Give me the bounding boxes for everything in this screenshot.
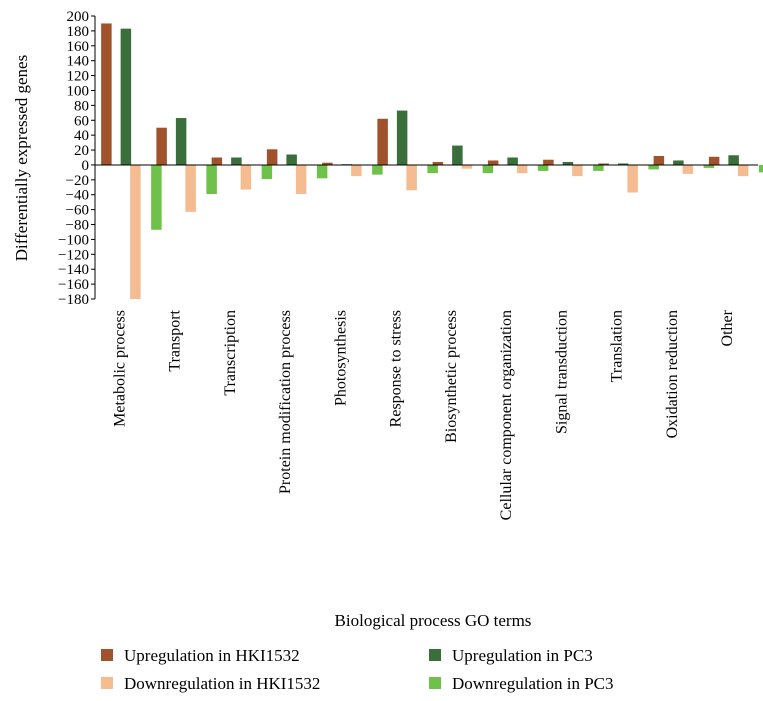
bar-upregulation-in-pc3-other — [728, 155, 739, 165]
y-tick-label: 60 — [74, 113, 89, 129]
bar-downregulation-in-hki1532-biosynthetic-process — [461, 164, 473, 169]
bar-upregulation-in-pc3-transport — [175, 118, 187, 165]
category-label-response-to-stress: Response to stress — [388, 310, 405, 427]
y-tick-label: −180 — [58, 292, 89, 308]
bar-downregulation-in-pc3-response-to-stress — [427, 164, 438, 174]
bar-upregulation-in-hki1532-biosynthetic-process — [432, 161, 444, 165]
bar-downregulation-in-pc3-protein-modification-process — [316, 164, 328, 179]
bar-downregulation-in-pc3-photosynthesis — [372, 164, 383, 175]
bar-upregulation-in-pc3-biosynthetic-process — [452, 145, 463, 165]
bar-upregulation-in-hki1532-protein-modification-process — [266, 149, 278, 165]
y-tick-label: −120 — [58, 247, 89, 263]
bar-upregulation-in-pc3-oxidation-reduction — [673, 160, 684, 165]
bar-downregulation-in-hki1532-transcription — [240, 164, 252, 190]
bar-downregulation-in-hki1532-response-to-stress — [406, 164, 417, 191]
category-label-signal-transduction: Signal transduction — [553, 310, 570, 434]
category-label-protein-modification-process: Protein modification process — [277, 310, 294, 494]
bar-upregulation-in-pc3-protein-modification-process — [286, 154, 297, 165]
bar-upregulation-in-hki1532-translation — [598, 163, 609, 165]
bar-downregulation-in-hki1532-transport — [185, 164, 196, 212]
category-label-other: Other — [719, 309, 736, 346]
category-label-cellular-component-organization: Cellular component organization — [498, 310, 515, 520]
bar-downregulation-in-pc3-transport — [206, 164, 217, 194]
bar-upregulation-in-hki1532-cellular-component-organization — [487, 160, 499, 165]
y-tick-label: 40 — [74, 128, 89, 144]
bar-downregulation-in-pc3-other — [758, 164, 763, 173]
category-label-transport: Transport — [167, 309, 184, 371]
y-tick-label: 80 — [74, 98, 89, 114]
bar-downregulation-in-pc3-cellular-component-organization — [537, 164, 549, 171]
category-label-metabolic-process: Metabolic process — [111, 310, 128, 427]
legend-item-upregulation-in-hki1532: Upregulation in HKI1532 — [101, 646, 300, 665]
bar-downregulation-in-pc3-biosynthetic-process — [482, 164, 494, 174]
y-tick-label: −40 — [66, 188, 89, 204]
bar-downregulation-in-hki1532-oxidation-reduction — [682, 164, 694, 174]
bar-upregulation-in-hki1532-oxidation-reduction — [653, 156, 665, 165]
legend-label: Upregulation in PC3 — [452, 646, 593, 665]
y-tick-label: 100 — [67, 83, 90, 99]
bar-downregulation-in-pc3-metabolic-process — [151, 164, 162, 230]
bar-downregulation-in-hki1532-metabolic-process — [130, 164, 141, 299]
y-tick-label: −140 — [58, 262, 89, 278]
y-tick-label: −100 — [58, 232, 89, 248]
bar-upregulation-in-hki1532-signal-transduction — [543, 159, 554, 165]
y-tick-label: 120 — [67, 69, 90, 85]
category-label-translation: Translation — [609, 310, 626, 382]
y-tick-label: −20 — [66, 173, 89, 189]
legend-swatch — [101, 677, 113, 689]
bar-downregulation-in-hki1532-protein-modification-process — [295, 164, 307, 194]
y-tick-label: −60 — [66, 203, 89, 219]
bar-downregulation-in-pc3-transcription — [261, 164, 273, 180]
y-tick-label: 140 — [67, 54, 90, 70]
bar-downregulation-in-hki1532-translation — [627, 164, 638, 193]
y-tick-label: −160 — [58, 277, 89, 293]
legend-swatch — [429, 649, 441, 661]
y-tick-label: 0 — [82, 158, 90, 174]
bar-upregulation-in-hki1532-response-to-stress — [377, 118, 388, 165]
y-axis-title: Differentially expressed genes — [12, 55, 31, 261]
x-axis-title: Biological process GO terms — [335, 611, 532, 630]
bar-upregulation-in-hki1532-photosynthesis — [322, 162, 333, 165]
bar-upregulation-in-pc3-cellular-component-organization — [507, 157, 518, 165]
category-label-biosynthetic-process: Biosynthetic process — [443, 310, 460, 443]
bar-downregulation-in-hki1532-other — [737, 164, 749, 177]
bar-downregulation-in-hki1532-photosynthesis — [351, 164, 362, 177]
bar-upregulation-in-pc3-transcription — [231, 157, 242, 165]
bar-upregulation-in-pc3-signal-transduction — [562, 161, 574, 165]
bar-downregulation-in-hki1532-signal-transduction — [572, 164, 583, 177]
legend-label: Downregulation in HKI1532 — [124, 674, 320, 693]
legend-swatch — [101, 649, 113, 661]
legend-label: Downregulation in PC3 — [452, 674, 614, 693]
bar-downregulation-in-pc3-signal-transduction — [593, 164, 604, 171]
y-tick-label: 160 — [67, 39, 90, 55]
category-label-oxidation-reduction: Oxidation reduction — [664, 310, 681, 438]
y-tick-label: −80 — [66, 218, 89, 234]
bar-upregulation-in-hki1532-transcription — [211, 157, 223, 165]
bar-downregulation-in-pc3-translation — [648, 164, 659, 170]
legend-item-downregulation-in-hki1532: Downregulation in HKI1532 — [101, 674, 320, 693]
bar-upregulation-in-pc3-metabolic-process — [120, 28, 132, 165]
bar-downregulation-in-pc3-oxidation-reduction — [703, 164, 715, 168]
bar-upregulation-in-hki1532-metabolic-process — [101, 23, 112, 165]
legend-swatch — [429, 677, 441, 689]
y-tick-label: 180 — [67, 24, 90, 40]
bar-upregulation-in-pc3-response-to-stress — [396, 110, 408, 165]
bar-upregulation-in-hki1532-other — [708, 156, 720, 165]
legend-label: Upregulation in HKI1532 — [124, 646, 300, 665]
category-label-transcription: Transcription — [222, 310, 239, 396]
legend-item-upregulation-in-pc3: Upregulation in PC3 — [429, 646, 593, 665]
category-label-photosynthesis: Photosynthesis — [332, 310, 349, 406]
y-tick-label: 200 — [67, 9, 90, 25]
bar-upregulation-in-hki1532-transport — [156, 127, 167, 165]
bar-upregulation-in-pc3-translation — [617, 163, 629, 165]
legend-item-downregulation-in-pc3: Downregulation in PC3 — [429, 674, 614, 693]
bar-downregulation-in-hki1532-cellular-component-organization — [516, 164, 528, 174]
y-tick-label: 20 — [74, 143, 89, 159]
